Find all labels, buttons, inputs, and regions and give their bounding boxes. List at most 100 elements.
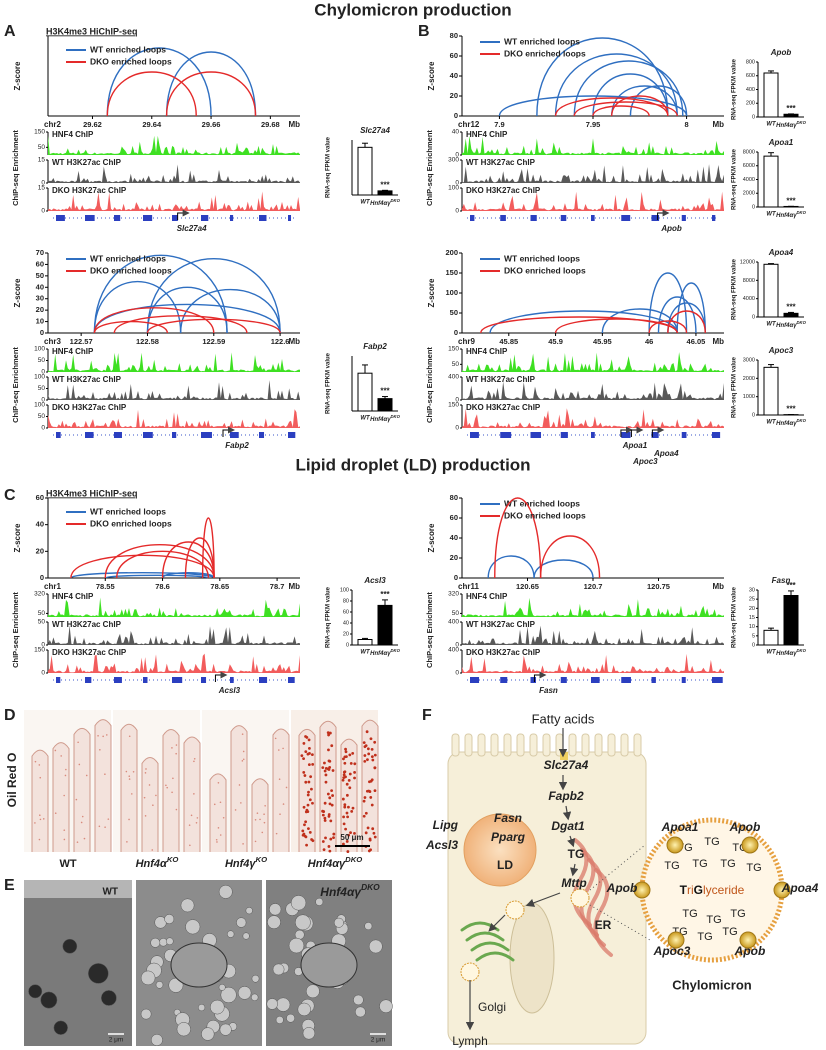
significance: *** — [786, 303, 796, 312]
exon — [230, 432, 239, 438]
legend-label: WT enriched loops — [90, 506, 166, 516]
lipid-dot — [54, 749, 57, 752]
exon — [470, 215, 475, 221]
lipid-dot — [342, 842, 345, 846]
category-label: Hnf4αγDKO — [370, 414, 400, 423]
text-part: Hnf4αγ — [776, 323, 797, 329]
arrow — [570, 863, 579, 877]
y-tick-label: 50 — [452, 361, 460, 368]
y-tick-label: 80 — [343, 598, 349, 604]
lipid-dot — [308, 752, 311, 755]
lipid-dot — [300, 754, 304, 758]
exon — [259, 215, 267, 221]
lipid-dot — [306, 793, 310, 797]
chip-label: DKO H3K27ac ChIP — [52, 403, 127, 412]
arrow — [562, 805, 572, 821]
y-tick-label: 2000 — [743, 191, 755, 197]
lipid-dot — [64, 774, 67, 777]
lipid-dot — [344, 747, 347, 751]
lipid-dot — [326, 731, 330, 735]
loop-arc — [165, 51, 257, 117]
superscript: DKO — [361, 882, 380, 892]
lipid-dot — [307, 780, 311, 784]
legend-label: WT enriched loops — [90, 44, 166, 54]
loop-arc — [184, 537, 215, 579]
apolipoprotein-label: Apoa1 — [661, 820, 699, 834]
text-part: Hnf4αγ — [776, 651, 797, 657]
superscript: DKO — [797, 210, 807, 215]
lipid-dot — [349, 831, 352, 835]
y-tick-label: 150 — [445, 268, 458, 277]
y-tick-label: 150 — [448, 346, 459, 353]
lipid-droplet — [251, 993, 259, 1001]
exon — [712, 215, 716, 221]
lipid-dot — [302, 757, 305, 760]
y-tick-label: 400 — [448, 374, 459, 381]
exon — [172, 677, 183, 683]
pathway-gene: TG — [568, 847, 585, 861]
x-tick-label: 45.95 — [593, 337, 612, 346]
y-tick-label: 50 — [38, 385, 46, 392]
lipid-dot — [148, 784, 151, 786]
lipid-dot — [308, 798, 312, 802]
lipid-dot — [193, 760, 195, 763]
chip-axis-label: ChIP-seq Enrichment — [425, 130, 434, 206]
exon — [500, 677, 508, 683]
villus — [31, 749, 49, 852]
bar-ylabel: RNA-seq FPKM value — [732, 258, 738, 320]
exon — [560, 432, 568, 438]
nucleus — [300, 942, 358, 988]
y-tick-label: 60 — [36, 259, 44, 268]
y-tick-label: 0 — [41, 425, 45, 432]
nucleus — [509, 902, 555, 1014]
gene-label: Fasn — [539, 686, 558, 695]
bar — [763, 72, 779, 118]
lipid-dot — [65, 768, 67, 771]
bar-ylabel: RNA-seq FPKM value — [326, 136, 332, 198]
lipid-droplet — [242, 932, 250, 940]
lipid-dot — [188, 824, 191, 826]
y-tick-label: 0 — [40, 573, 44, 582]
gene-label: Apob — [660, 224, 682, 233]
lipid-droplet — [209, 999, 225, 1015]
lipid-dot — [63, 838, 66, 841]
text-part: Hnf4αγ — [776, 421, 797, 427]
lipid-dot — [307, 827, 310, 830]
lipid-dot — [364, 811, 368, 815]
bar-ylabel: RNA-seq FPKM value — [326, 352, 332, 414]
bar — [763, 263, 779, 318]
chip-signal — [462, 408, 724, 428]
chip-label: DKO H3K27ac ChIP — [466, 186, 541, 195]
lipid-dot — [365, 789, 369, 793]
lipid-dot — [342, 757, 345, 761]
y-tick-label: 0 — [41, 642, 45, 649]
lipid-dot — [363, 759, 367, 763]
input-label: Fatty acids — [532, 711, 595, 726]
superscript: DKO — [345, 855, 362, 864]
chip-signal — [462, 381, 724, 400]
lipid-dot — [216, 841, 218, 843]
lipid-dot — [305, 843, 308, 847]
y-axis-label: Z-score — [13, 523, 22, 552]
x-tick-label: 45.9 — [548, 337, 563, 346]
lipid-dot — [369, 737, 373, 741]
bar — [763, 629, 779, 646]
exon — [114, 432, 122, 438]
exon — [681, 432, 687, 438]
column-label: WT — [102, 887, 118, 898]
bar — [783, 312, 799, 318]
lipid-dot — [343, 805, 347, 809]
text-part: Hnf4γ — [225, 858, 256, 870]
y-tick-label: 0 — [454, 573, 458, 582]
legend-label: WT enriched loops — [504, 498, 580, 508]
y-tick-label: 150 — [34, 647, 45, 654]
ld-gene: Fasn — [494, 811, 522, 825]
y-tick-label: 40 — [450, 71, 458, 80]
gene-arrow — [620, 426, 633, 437]
nucleus — [170, 942, 228, 988]
x-tick-label: 78.65 — [210, 582, 229, 591]
lipid-dot — [321, 813, 325, 817]
lipid-dot — [238, 784, 241, 786]
lipid-dot — [321, 840, 325, 843]
lipid-droplet — [237, 986, 252, 1000]
